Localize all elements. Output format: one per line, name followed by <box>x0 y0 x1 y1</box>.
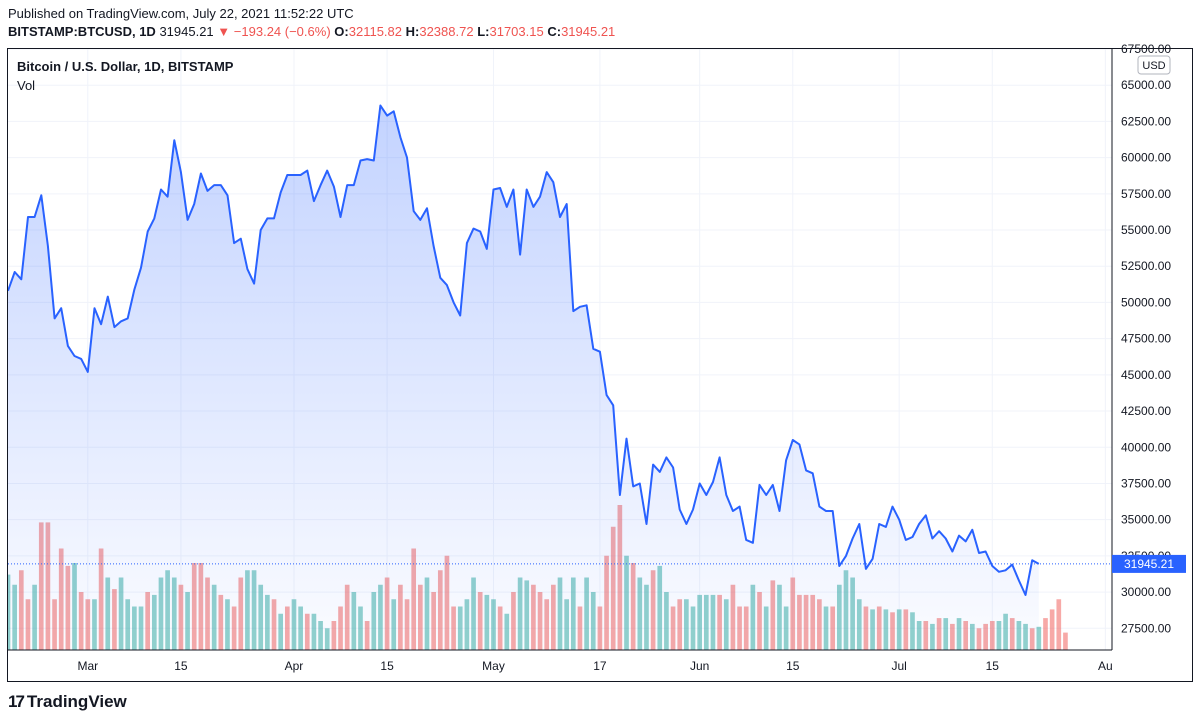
price-line <box>8 104 1040 596</box>
x-tick-label: 15 <box>986 659 1000 673</box>
ohlc-header: BITSTAMP:BTCUSD, 1D 31945.21 ▼ −193.24 (… <box>8 24 615 39</box>
x-tick-label: 15 <box>174 659 188 673</box>
change-value: −193.24 (−0.6%) <box>233 24 331 39</box>
y-tick-label: 27500.00 <box>1121 621 1171 635</box>
last-price-badge <box>1112 554 1186 573</box>
price-area-fill <box>8 105 1039 650</box>
open-value: 32115.82 <box>348 24 402 39</box>
high-value: 32388.72 <box>419 24 474 39</box>
chart-title: Bitcoin / U.S. Dollar, 1D, BITSTAMP <box>17 59 234 74</box>
last-price-marker: 31945.21 <box>8 554 1186 573</box>
x-tick-label: Jun <box>690 659 709 673</box>
axes: 27500.0030000.0032500.0035000.0037500.00… <box>8 42 1171 673</box>
currency-label: USD <box>1142 60 1165 72</box>
y-tick-label: 67500.00 <box>1121 42 1171 56</box>
y-tick-label: 60000.00 <box>1121 151 1171 165</box>
open-key: O: <box>334 24 349 39</box>
y-tick-label: 35000.00 <box>1121 513 1171 527</box>
last-price: 31945.21 <box>159 24 214 39</box>
volume-bar <box>1043 618 1048 650</box>
x-tick-label: 15 <box>380 659 394 673</box>
y-tick-label: 65000.00 <box>1121 78 1171 92</box>
y-tick-label: 57500.00 <box>1121 187 1171 201</box>
volume-bar <box>1036 626 1042 650</box>
symbol-label: BITSTAMP:BTCUSD, 1D <box>8 24 156 39</box>
price-area <box>8 104 1040 650</box>
y-tick-label: 45000.00 <box>1121 368 1171 382</box>
y-tick-label: 52500.00 <box>1121 259 1171 273</box>
close-key: C: <box>547 24 562 39</box>
x-tick-label: 17 <box>593 659 607 673</box>
low-value: 31703.15 <box>489 24 544 39</box>
x-tick-label: Jul <box>892 659 907 673</box>
published-note: Published on TradingView.com, July 22, 2… <box>8 6 354 21</box>
currency-badge[interactable] <box>1137 55 1171 75</box>
volume-bar <box>1063 632 1068 650</box>
x-tick-label: Au <box>1098 659 1113 673</box>
y-tick-label: 47500.00 <box>1121 332 1171 346</box>
low-key: L: <box>477 24 490 39</box>
y-tick-label: 37500.00 <box>1121 476 1171 490</box>
y-tick-label: 42500.00 <box>1121 404 1171 418</box>
volume-legend: Vol <box>17 78 35 93</box>
last-price-label: 31945.21 <box>1124 557 1174 571</box>
volume-bar <box>1056 599 1062 650</box>
y-tick-label: 55000.00 <box>1121 223 1171 237</box>
x-tick-label: Mar <box>77 659 98 673</box>
tradingview-logo-icon: 17 <box>8 692 25 711</box>
y-tick-label: 30000.00 <box>1121 585 1171 599</box>
x-tick-label: May <box>482 659 505 673</box>
close-value: 31945.21 <box>561 24 616 39</box>
brand-name: TradingView <box>26 692 127 711</box>
chart-frame <box>7 48 1193 682</box>
tradingview-logo[interactable]: 17 TradingView <box>8 692 127 712</box>
volume-bar <box>1049 609 1055 650</box>
down-arrow-icon: ▼ <box>217 24 231 39</box>
y-tick-label: 40000.00 <box>1121 440 1171 454</box>
high-key: H: <box>405 24 420 39</box>
y-tick-label: 62500.00 <box>1121 114 1171 128</box>
y-tick-label: 50000.00 <box>1121 295 1171 309</box>
x-tick-label: 15 <box>786 659 800 673</box>
x-tick-label: Apr <box>285 659 304 673</box>
